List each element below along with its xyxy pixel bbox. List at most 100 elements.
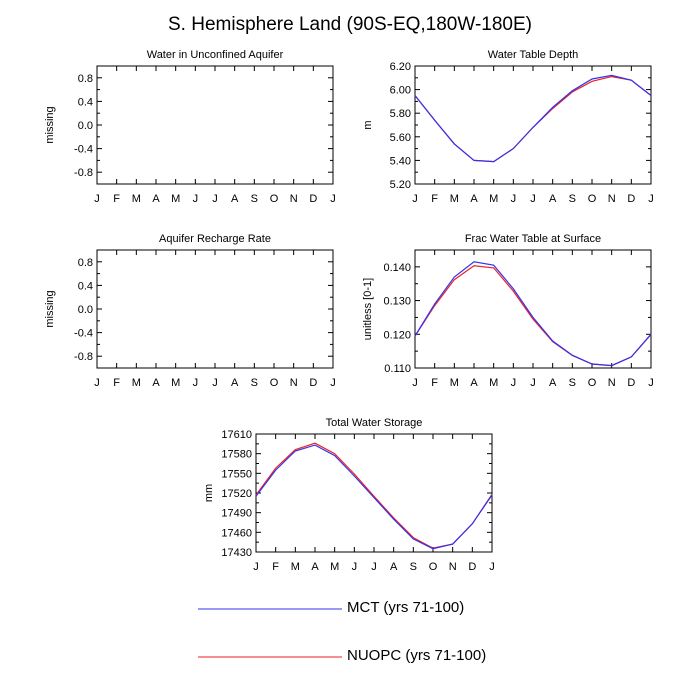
x-tick-label: A — [549, 377, 557, 389]
x-tick-label: J — [530, 193, 536, 205]
x-tick-label: J — [193, 377, 199, 389]
y-tick-label: 17430 — [221, 547, 252, 559]
y-tick-label: 17490 — [221, 508, 252, 520]
x-tick-label: J — [412, 193, 418, 205]
x-tick-label: S — [569, 377, 576, 389]
x-tick-label: D — [309, 193, 317, 205]
x-tick-label: J — [371, 561, 377, 573]
x-tick-label: O — [588, 377, 597, 389]
y-tick-label: 0.120 — [383, 329, 411, 341]
panel-title: Total Water Storage — [326, 417, 423, 429]
y-tick-label: 5.40 — [390, 155, 411, 167]
x-tick-label: N — [608, 193, 616, 205]
y-tick-label: 5.20 — [390, 179, 411, 191]
y-tick-label: 0.0 — [78, 304, 93, 316]
panel-title: Water Table Depth — [488, 49, 579, 61]
panel-title: Aquifer Recharge Rate — [159, 233, 271, 245]
x-tick-label: N — [290, 377, 298, 389]
x-tick-label: F — [431, 193, 438, 205]
y-tick-label: 6.20 — [390, 61, 411, 73]
x-tick-label: J — [511, 377, 517, 389]
x-tick-label: J — [352, 561, 358, 573]
x-tick-label: D — [468, 561, 476, 573]
x-tick-label: M — [330, 561, 339, 573]
y-tick-label: 5.80 — [390, 108, 411, 120]
x-tick-label: J — [94, 377, 100, 389]
y-tick-label: -0.8 — [74, 167, 93, 179]
x-tick-label: F — [431, 377, 438, 389]
y-tick-label: 17580 — [221, 449, 252, 461]
x-tick-label: A — [549, 193, 557, 205]
plot-frame — [414, 65, 652, 185]
x-tick-label: O — [429, 561, 438, 573]
y-tick-label: 0.4 — [78, 280, 93, 292]
y-axis-label: m — [362, 120, 374, 129]
y-tick-label: 17520 — [221, 488, 252, 500]
y-tick-label: -0.4 — [74, 144, 93, 156]
x-tick-label: N — [290, 193, 298, 205]
x-tick-label: M — [450, 193, 459, 205]
x-tick-label: N — [608, 377, 616, 389]
y-axis-label: missing — [44, 106, 56, 143]
x-tick-label: M — [171, 193, 180, 205]
x-tick-label: J — [330, 377, 336, 389]
x-tick-label: A — [470, 377, 478, 389]
x-tick-label: J — [330, 193, 336, 205]
y-tick-label: 0.0 — [78, 120, 93, 132]
x-tick-label: J — [489, 561, 495, 573]
x-tick-label: F — [113, 377, 120, 389]
x-tick-label: J — [212, 193, 218, 205]
x-tick-label: J — [530, 377, 536, 389]
series-line-nuopc — [255, 442, 493, 549]
figure-title: S. Hemisphere Land (90S-EQ,180W-180E) — [168, 14, 532, 35]
y-axis-label: unitless [0-1] — [362, 278, 374, 340]
x-tick-label: O — [588, 193, 597, 205]
x-tick-label: J — [511, 193, 517, 205]
x-tick-label: F — [272, 561, 279, 573]
series-line-nuopc — [414, 265, 652, 367]
series-line-mct — [414, 261, 652, 367]
series-line-mct — [255, 444, 493, 550]
x-tick-label: O — [270, 193, 279, 205]
x-tick-label: A — [311, 561, 319, 573]
x-tick-label: J — [212, 377, 218, 389]
x-tick-label: M — [171, 377, 180, 389]
y-axis-label: mm — [203, 484, 215, 502]
x-tick-label: A — [152, 193, 160, 205]
y-tick-label: 6.00 — [390, 85, 411, 97]
y-tick-label: 17460 — [221, 527, 252, 539]
x-tick-label: M — [489, 377, 498, 389]
x-tick-label: M — [291, 561, 300, 573]
y-tick-label: 0.140 — [383, 262, 411, 274]
x-tick-label: J — [648, 193, 654, 205]
x-tick-label: M — [132, 193, 141, 205]
y-tick-label: 0.8 — [78, 73, 93, 85]
x-tick-label: F — [113, 193, 120, 205]
y-tick-label: 0.4 — [78, 96, 93, 108]
x-tick-label: O — [270, 377, 279, 389]
y-tick-label: 0.130 — [383, 296, 411, 308]
x-tick-label: J — [648, 377, 654, 389]
y-tick-label: -0.8 — [74, 351, 93, 363]
x-tick-label: J — [412, 377, 418, 389]
x-tick-label: A — [231, 193, 239, 205]
x-tick-label: J — [253, 561, 259, 573]
x-tick-label: D — [627, 193, 635, 205]
y-tick-label: 17550 — [221, 468, 252, 480]
plot-frame — [414, 249, 652, 369]
panel-title: Frac Water Table at Surface — [465, 233, 601, 245]
x-tick-label: S — [251, 193, 258, 205]
y-tick-label: -0.4 — [74, 328, 93, 340]
x-tick-label: S — [251, 377, 258, 389]
x-tick-label: M — [450, 377, 459, 389]
plot-frame — [96, 249, 334, 369]
x-tick-label: M — [489, 193, 498, 205]
series-line-mct — [414, 74, 652, 163]
x-tick-label: S — [410, 561, 417, 573]
x-tick-label: J — [193, 193, 199, 205]
